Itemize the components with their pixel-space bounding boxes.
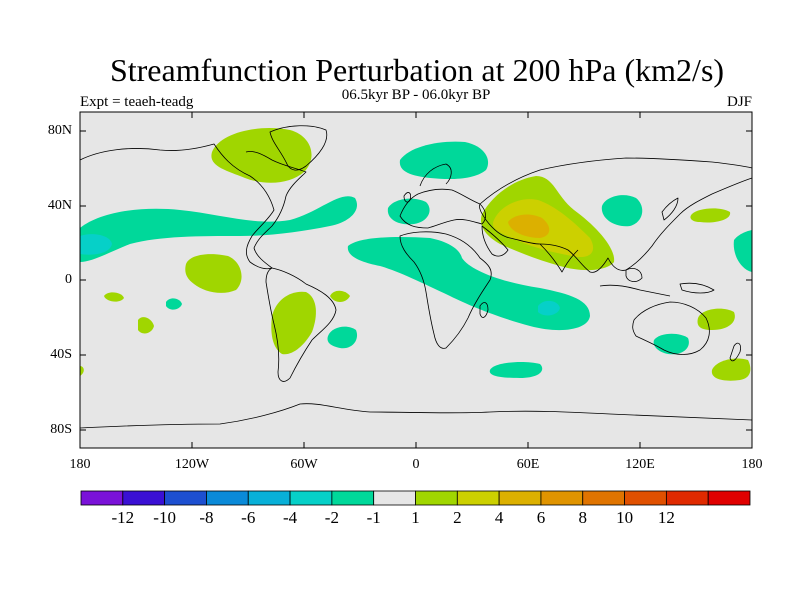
contour-fills xyxy=(80,128,752,381)
coast-asia xyxy=(479,157,753,273)
lon-tick-label: 60W xyxy=(290,457,318,472)
colorbar-label: 4 xyxy=(494,508,504,527)
contour-pos-satlantic xyxy=(330,290,350,302)
contour-pos-epac xyxy=(185,254,242,293)
contour-pos-samerica xyxy=(271,291,316,355)
colorbar-label: -8 xyxy=(199,508,214,527)
colorbar-box xyxy=(80,490,124,506)
contour-pos-greenland xyxy=(211,128,312,183)
colorbar-box xyxy=(122,490,166,506)
season-label: DJF xyxy=(726,94,752,110)
coast-india xyxy=(539,243,579,273)
colorbar-box xyxy=(331,490,375,506)
coast-madagascar xyxy=(479,302,489,318)
lat-tick-label: 40N xyxy=(47,198,72,213)
colorbar-box xyxy=(373,490,416,506)
contour-neg-europe xyxy=(387,198,430,225)
colorbar-box xyxy=(164,490,207,506)
coast-greenland xyxy=(269,125,328,171)
coast-south-america xyxy=(265,267,337,382)
colorbar-box xyxy=(498,490,542,506)
colorbar-label: -4 xyxy=(282,508,298,527)
contour-pos-spac-east xyxy=(711,358,751,381)
coast-new-guinea xyxy=(679,282,715,294)
contour-neg-spac-small xyxy=(166,298,182,310)
contour-neg-indian-core xyxy=(538,300,560,316)
coast-borneo xyxy=(625,268,643,282)
colorbar-box xyxy=(707,490,751,506)
lon-tick-label: 0 xyxy=(412,457,420,472)
colorbar-label: 12 xyxy=(657,508,675,527)
contour-pos-nz xyxy=(697,308,735,330)
contour-neg-eurasia xyxy=(399,141,489,180)
contour-neg-satlantic xyxy=(327,326,358,349)
lat-tick-label: 80N xyxy=(47,123,72,138)
colorbar-label: 10 xyxy=(616,508,634,527)
plot-subtitle: 06.5kyr BP - 06.0kyr BP xyxy=(341,87,491,103)
colorbar-label: -12 xyxy=(111,508,135,527)
colorbar-label: -10 xyxy=(153,508,176,527)
coast-australia xyxy=(632,301,710,355)
plot-title: Streamfunction Perturbation at 200 hPa (… xyxy=(109,52,725,88)
lon-tick-label: 60E xyxy=(516,457,540,472)
colorbar-box xyxy=(247,490,291,506)
lat-tick-label: 40S xyxy=(50,347,72,362)
colorbar-label: 1 xyxy=(411,508,420,527)
colorbar-box xyxy=(624,490,667,506)
contour-pos-edge xyxy=(80,366,84,376)
lat-tick-label: 80S xyxy=(50,422,72,437)
colorbar-label: 8 xyxy=(578,508,588,527)
colorbar-label: 2 xyxy=(453,508,462,527)
coast-arabia xyxy=(481,225,509,257)
coast-uk xyxy=(403,192,411,203)
colorbar-box xyxy=(456,490,500,506)
contour-neg-npacific-core xyxy=(80,234,112,255)
lon-tick-marks xyxy=(191,112,641,448)
experiment-label: Expt = teaeh-teadg xyxy=(80,94,194,110)
coastlines xyxy=(79,125,753,429)
coast-north-america xyxy=(79,143,307,270)
colorbar-label: 6 xyxy=(536,508,546,527)
lon-tick-label: 180 xyxy=(69,457,91,472)
coast-japan xyxy=(661,197,679,221)
colorbar-label: -2 xyxy=(324,508,339,527)
colorbar-label: -1 xyxy=(366,508,381,527)
colorbar-box xyxy=(289,490,333,506)
coast-europe xyxy=(399,188,486,229)
contour-neg-wpac xyxy=(733,230,752,272)
contour-neg-japan xyxy=(601,195,643,227)
contour-pos-spac-2 xyxy=(138,317,154,334)
lon-tick-label: 120W xyxy=(174,457,210,472)
lat-tick-label: 0 xyxy=(65,272,72,287)
lon-tick-label: 180 xyxy=(741,457,763,472)
colorbar-label: -6 xyxy=(241,508,256,527)
contour-neg-southern xyxy=(489,362,543,378)
coast-scandinavia xyxy=(419,163,452,187)
colorbar-box xyxy=(206,490,249,506)
lon-tick-label: 120E xyxy=(625,457,655,472)
contour-neg-tropical-band xyxy=(347,236,590,331)
colorbar-box xyxy=(540,490,584,506)
contour-pos-westpac xyxy=(690,208,731,223)
contour-neg-npacific-band xyxy=(80,196,358,262)
coast-new-zealand xyxy=(729,342,741,362)
colorbar-box xyxy=(415,490,458,506)
colorbar-box xyxy=(665,490,709,506)
colorbar-box xyxy=(582,490,625,506)
colorbar xyxy=(80,490,751,506)
contour-pos-asia-core xyxy=(508,214,550,238)
coast-indonesia xyxy=(599,284,671,297)
lat-tick-marks xyxy=(80,130,752,431)
coast-africa xyxy=(399,231,492,349)
coast-antarctica xyxy=(79,403,753,429)
contour-pos-spac-1 xyxy=(104,292,124,302)
